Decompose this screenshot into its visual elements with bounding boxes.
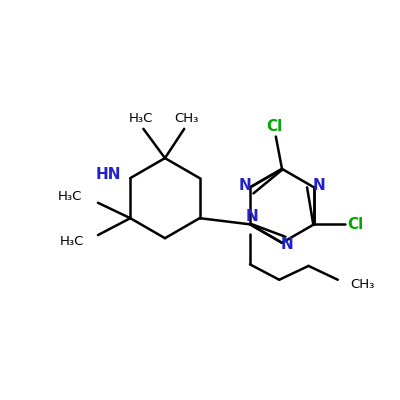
Text: Cl: Cl [348, 217, 364, 232]
Text: HN: HN [96, 167, 121, 182]
Text: N: N [245, 209, 258, 224]
Text: CH₃: CH₃ [174, 112, 199, 124]
Text: CH₃: CH₃ [350, 278, 374, 291]
Text: H₃C: H₃C [129, 112, 153, 124]
Text: H₃C: H₃C [58, 190, 82, 203]
Text: H₃C: H₃C [60, 235, 84, 248]
Text: N: N [313, 178, 326, 192]
Text: N: N [238, 178, 251, 192]
Text: Cl: Cl [266, 119, 282, 134]
Text: N: N [281, 237, 294, 252]
